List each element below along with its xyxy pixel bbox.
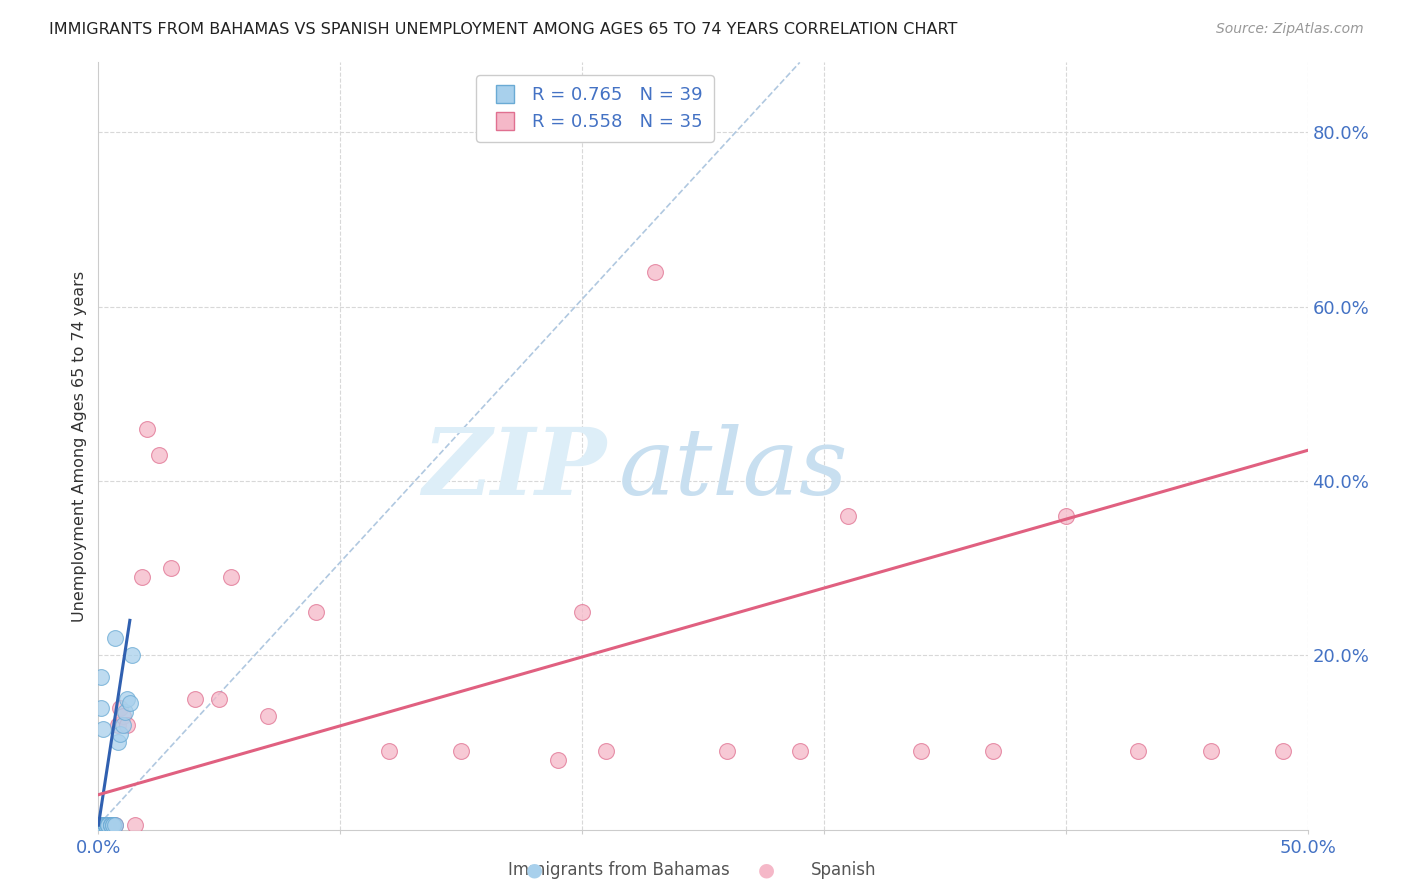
Point <box>595 744 617 758</box>
Point <box>90 818 112 832</box>
Text: ●: ● <box>758 860 775 880</box>
Point <box>91 818 114 832</box>
Point <box>1272 744 1295 758</box>
Point <box>100 818 122 832</box>
Point <box>571 605 593 619</box>
Point <box>107 735 129 749</box>
Point <box>910 744 932 758</box>
Point <box>305 605 328 619</box>
Point <box>104 631 127 645</box>
Point <box>91 818 114 832</box>
Point <box>97 818 120 832</box>
Text: atlas: atlas <box>619 424 848 514</box>
Point <box>94 818 117 832</box>
Point <box>91 818 114 832</box>
Point <box>94 818 117 832</box>
Point <box>97 818 120 832</box>
Point <box>100 818 122 832</box>
Point <box>148 448 170 462</box>
Point <box>716 744 738 758</box>
Point <box>91 723 114 737</box>
Point <box>547 753 569 767</box>
Text: ZIP: ZIP <box>422 424 606 514</box>
Point <box>91 818 114 832</box>
Point <box>131 570 153 584</box>
Point <box>90 818 112 832</box>
Point <box>135 421 157 435</box>
Point <box>90 700 112 714</box>
Text: Spanish: Spanish <box>811 861 876 879</box>
Point <box>644 265 666 279</box>
Text: Source: ZipAtlas.com: Source: ZipAtlas.com <box>1216 22 1364 37</box>
Point <box>117 718 139 732</box>
Point <box>111 718 134 732</box>
Point <box>101 818 124 832</box>
Point <box>97 818 120 832</box>
Point <box>256 709 278 723</box>
Point <box>91 818 114 832</box>
Point <box>107 718 129 732</box>
Text: ●: ● <box>526 860 543 880</box>
Point <box>1128 744 1150 758</box>
Point <box>124 818 146 832</box>
Point <box>108 700 131 714</box>
Text: Immigrants from Bahamas: Immigrants from Bahamas <box>508 861 730 879</box>
Point <box>101 818 124 832</box>
Point <box>111 709 134 723</box>
Point <box>91 818 114 832</box>
Point <box>184 691 207 706</box>
Point <box>91 818 114 832</box>
Text: IMMIGRANTS FROM BAHAMAS VS SPANISH UNEMPLOYMENT AMONG AGES 65 TO 74 YEARS CORREL: IMMIGRANTS FROM BAHAMAS VS SPANISH UNEMP… <box>49 22 957 37</box>
Point <box>94 818 117 832</box>
Point <box>97 818 120 832</box>
Point <box>1054 508 1077 523</box>
Point <box>1199 744 1222 758</box>
Point <box>91 818 114 832</box>
Point <box>789 744 811 758</box>
Point <box>208 691 231 706</box>
Point <box>450 744 472 758</box>
Point <box>100 818 122 832</box>
Point <box>90 670 112 684</box>
Point <box>90 818 112 832</box>
Point <box>94 818 117 832</box>
Point <box>94 818 117 832</box>
Point <box>100 818 122 832</box>
Point <box>101 818 124 832</box>
Point <box>94 818 117 832</box>
Point <box>114 705 136 719</box>
Point <box>90 818 112 832</box>
Point <box>160 561 183 575</box>
Legend: R = 0.765   N = 39, R = 0.558   N = 35: R = 0.765 N = 39, R = 0.558 N = 35 <box>477 75 714 142</box>
Point <box>117 691 139 706</box>
Point <box>104 818 127 832</box>
Point <box>837 508 859 523</box>
Y-axis label: Unemployment Among Ages 65 to 74 years: Unemployment Among Ages 65 to 74 years <box>72 270 87 622</box>
Point <box>118 696 141 710</box>
Point <box>91 818 114 832</box>
Point <box>94 818 117 832</box>
Point <box>104 818 127 832</box>
Point <box>97 818 120 832</box>
Point <box>108 726 131 740</box>
Point <box>121 648 143 663</box>
Point <box>981 744 1004 758</box>
Point <box>221 570 243 584</box>
Point <box>377 744 399 758</box>
